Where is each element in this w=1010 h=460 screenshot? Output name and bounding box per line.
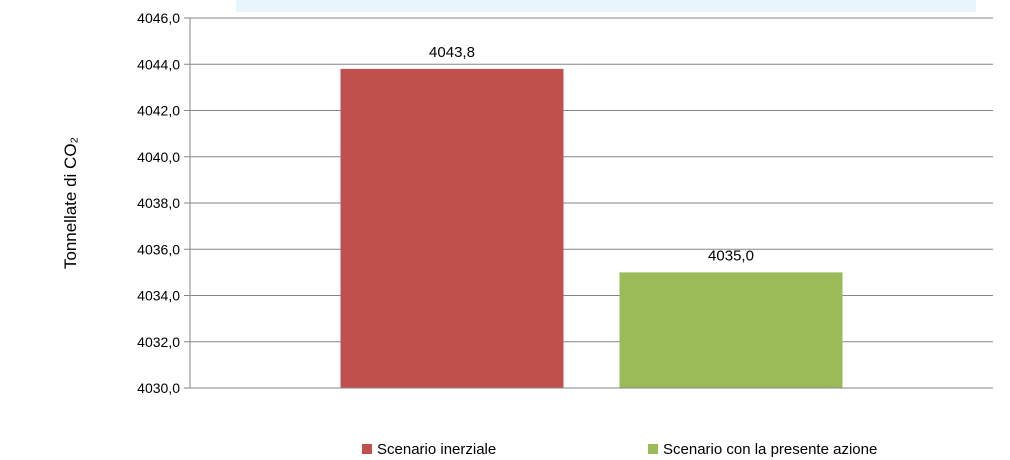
- bars: [340, 68, 843, 388]
- y-tick-label: 4036,0: [137, 241, 180, 257]
- bar: [619, 272, 843, 388]
- gridlines: [190, 17, 993, 389]
- legend-swatch: [648, 444, 658, 454]
- header-band: [236, 0, 976, 12]
- bar-value-label: 4035,0: [708, 247, 754, 264]
- legend-swatch: [362, 444, 372, 454]
- bar-value-label: 4043,8: [429, 44, 475, 61]
- y-tick-label: 4032,0: [137, 334, 180, 350]
- y-tick-label: 4042,0: [137, 103, 180, 119]
- data-labels: 4043,8 4035,0: [429, 44, 754, 265]
- y-tick-label: 4030,0: [137, 380, 180, 396]
- legend-label: Scenario inerziale: [377, 441, 496, 458]
- bar: [340, 68, 564, 388]
- y-axis-title: Tonnellate di CO₂: [61, 137, 80, 269]
- y-tick-label: 4040,0: [137, 149, 180, 165]
- legend: Scenario inerziale Scenario con la presen…: [362, 441, 877, 458]
- y-tick-label: 4046,0: [137, 10, 180, 26]
- legend-label: Scenario con la presente azione: [663, 441, 877, 458]
- y-tick-label: 4034,0: [137, 288, 180, 304]
- y-axis-ticks: 4030,0 4032,0 4034,0 4036,0 4038,0 4040,0 4042…: [137, 10, 190, 396]
- y-tick-label: 4044,0: [137, 56, 180, 72]
- y-tick-label: 4038,0: [137, 195, 180, 211]
